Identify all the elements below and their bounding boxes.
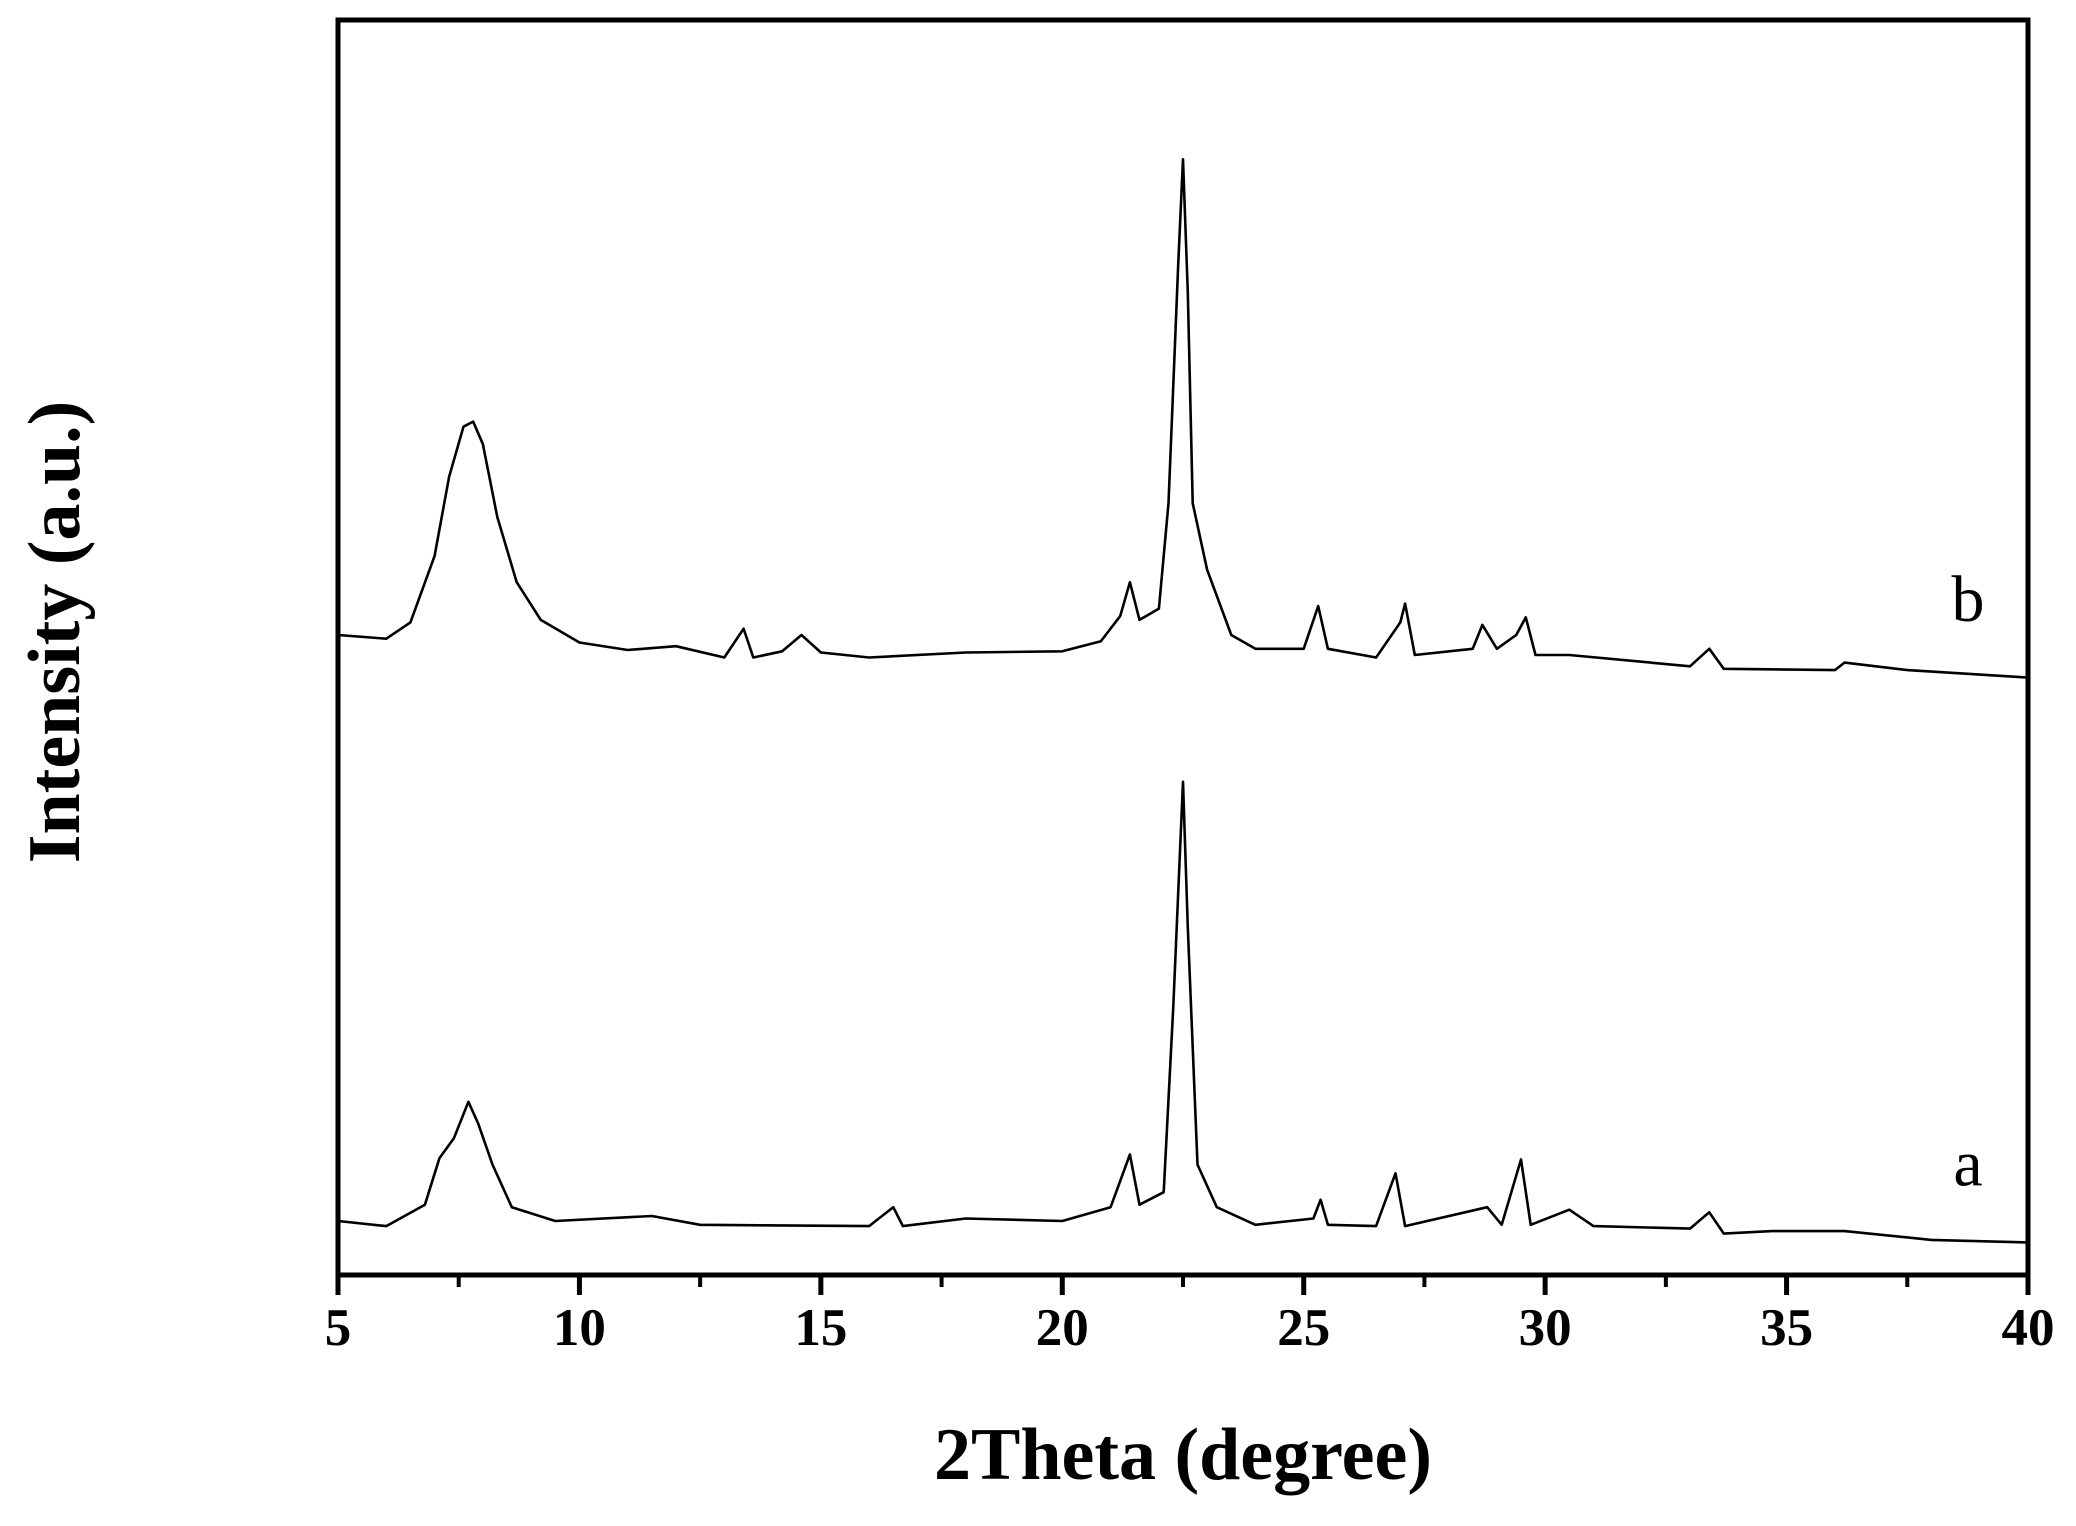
plot-frame bbox=[335, 17, 2031, 1278]
series-label: b bbox=[1952, 563, 1985, 636]
x-tick-label: 40 bbox=[2002, 1299, 2055, 1357]
series-line bbox=[337, 780, 2029, 1244]
x-axis-label: 2Theta (degree) bbox=[934, 1414, 1432, 1496]
y-axis-label: Intensity (a.u.) bbox=[14, 401, 96, 864]
x-tick-label: 20 bbox=[1036, 1299, 1089, 1357]
x-tick-label: 30 bbox=[1519, 1299, 1572, 1357]
x-tick-label: 15 bbox=[794, 1299, 847, 1357]
x-tick-label: 35 bbox=[1760, 1299, 1813, 1357]
series-line bbox=[337, 158, 2029, 679]
x-tick-label: 25 bbox=[1277, 1299, 1330, 1357]
x-tick-label: 5 bbox=[325, 1299, 352, 1357]
series-label: a bbox=[1953, 1128, 1982, 1201]
x-tick-label: 10 bbox=[553, 1299, 606, 1357]
